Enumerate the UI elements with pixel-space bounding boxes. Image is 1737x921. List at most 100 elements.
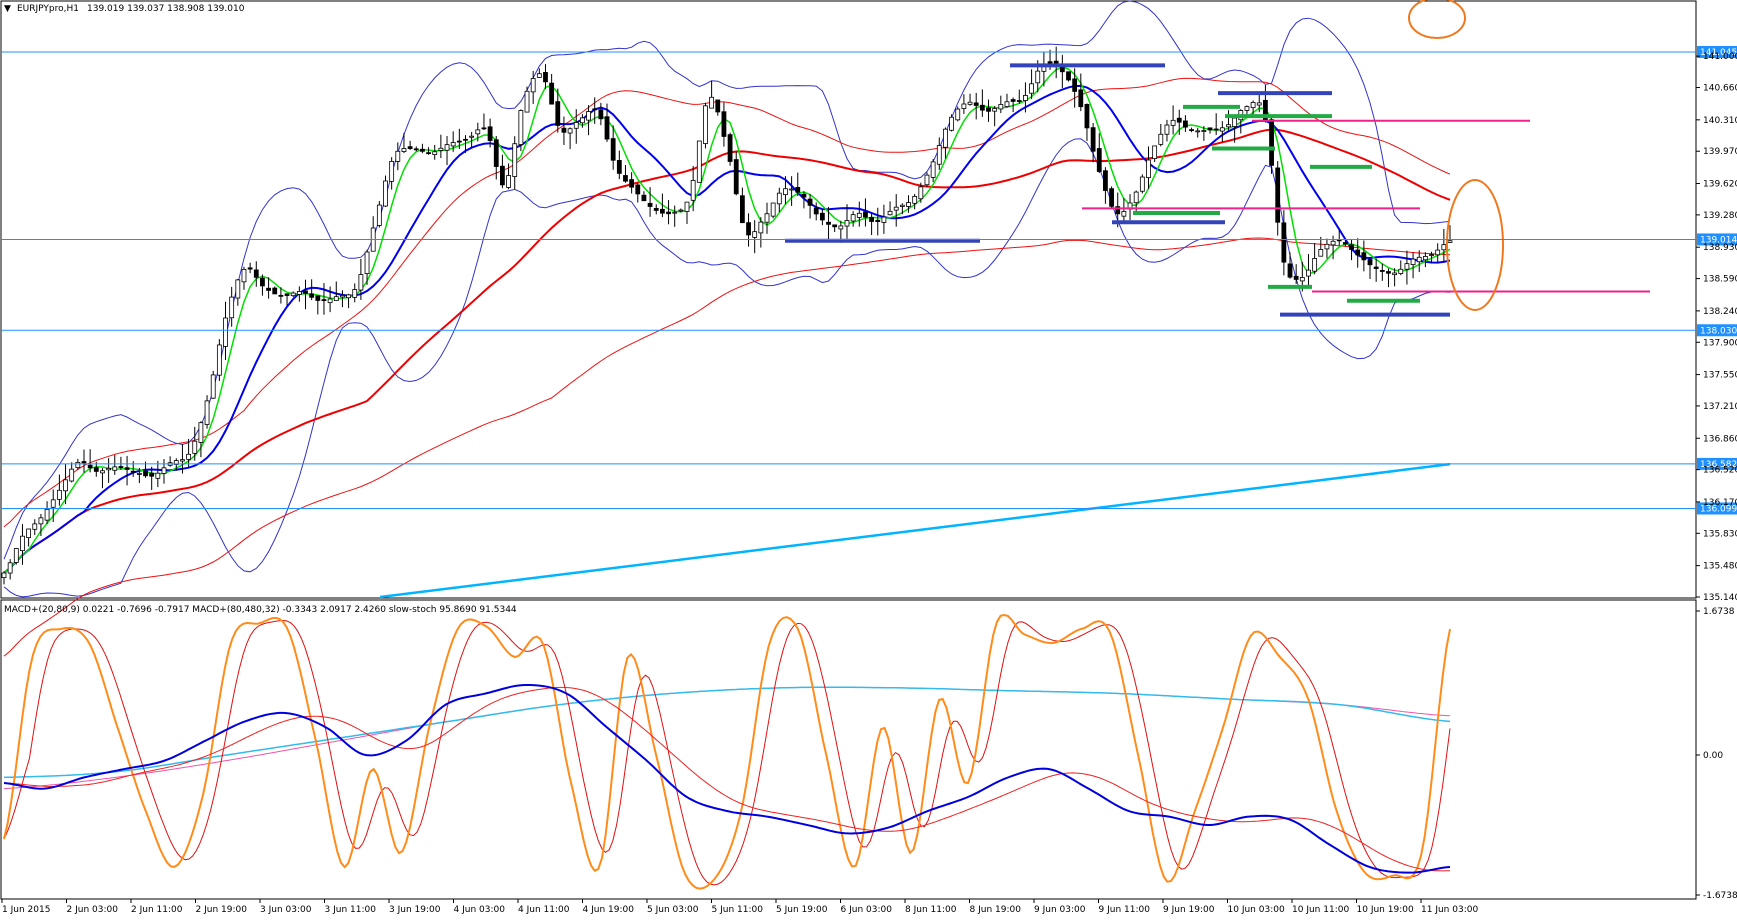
candle-body: [647, 202, 653, 207]
candle-body: [1004, 101, 1010, 107]
candle-body: [1269, 119, 1274, 166]
price-tag-label: 139.014: [1700, 235, 1737, 245]
candle-body: [118, 466, 124, 468]
candle-body: [1115, 206, 1121, 215]
candle-body: [432, 151, 438, 155]
price-tag-label: 138.030: [1700, 326, 1737, 336]
candle-body: [1096, 148, 1102, 172]
candle-body: [1016, 100, 1022, 102]
x-tick-label: 9 Jun 19:00: [1163, 905, 1215, 915]
candle-body: [1195, 130, 1201, 133]
candle-body: [376, 204, 382, 226]
candle-body: [296, 291, 302, 295]
candle-body: [524, 90, 530, 113]
price-tag: [1697, 502, 1737, 515]
candle-body: [1256, 102, 1262, 106]
axes: 141.000 140.660 140.310 139.970 139.620 139.2…: [1, 52, 1737, 915]
price-tag: [1697, 457, 1737, 470]
candle-body: [703, 105, 708, 144]
candle-body: [389, 160, 395, 182]
candle-body: [973, 102, 979, 106]
candle-body: [407, 146, 413, 149]
candle-body: [1010, 99, 1016, 102]
x-tick-label: 3 Jun 03:00: [260, 905, 312, 915]
macd-fast-line: [3, 684, 1451, 874]
candle-body: [1379, 270, 1385, 272]
candle-body: [1207, 127, 1213, 131]
ma-long: [379, 462, 1451, 599]
candle-body: [672, 211, 678, 214]
candle-body: [1047, 61, 1053, 64]
candle-body: [1435, 249, 1441, 256]
candle-body: [789, 188, 795, 191]
candle-body: [776, 192, 782, 205]
price-panel-frame: [0, 0, 1697, 599]
candle-body: [38, 517, 44, 525]
candle-body: [1447, 240, 1453, 243]
candle-body: [1392, 272, 1398, 276]
y-tick-label: 137.550: [1703, 371, 1737, 381]
candle-body: [1176, 117, 1182, 123]
candle-body: [912, 196, 918, 204]
candle-body: [746, 222, 751, 236]
x-tick-label: 2 Jun 11:00: [131, 905, 183, 915]
candle-body: [469, 135, 475, 138]
candle-body: [1404, 263, 1410, 270]
x-tick-label: 8 Jun 11:00: [905, 905, 957, 915]
candle-body: [592, 108, 598, 111]
candle-body: [340, 295, 345, 298]
candle-body: [850, 214, 856, 222]
candle-body: [881, 216, 887, 223]
candle-body: [783, 188, 788, 196]
candle-body: [1386, 271, 1391, 274]
price-tag: [1697, 45, 1737, 58]
price-tag: [1697, 233, 1737, 246]
candle-body: [1072, 78, 1078, 92]
candle-body: [1306, 269, 1311, 277]
candle-body: [893, 206, 899, 211]
candle-body: [653, 207, 659, 211]
candle-body: [143, 470, 148, 477]
candle-body: [180, 459, 185, 462]
candle-body: [536, 73, 542, 78]
x-tick-label: 10 Jun 19:00: [1357, 905, 1414, 915]
candle-body: [727, 134, 733, 162]
candle-body: [1103, 170, 1108, 191]
candle-body: [186, 453, 191, 460]
x-tick-label: 3 Jun 19:00: [389, 905, 441, 915]
macd-slow-line: [3, 686, 1451, 779]
y-tick-label: 135.830: [1703, 529, 1737, 539]
candle-body: [758, 221, 764, 234]
y-tick-label: 140.310: [1703, 116, 1737, 126]
dropdown-arrow-icon[interactable]: ▼: [4, 4, 11, 14]
candle-body: [598, 109, 604, 120]
candle-body: [81, 461, 87, 464]
candle-body: [795, 187, 801, 193]
candle-body: [1219, 127, 1225, 132]
candle-body: [721, 111, 727, 137]
candle-body: [955, 108, 961, 121]
candle-body: [278, 294, 284, 297]
x-tick-label: 9 Jun 03:00: [1034, 905, 1086, 915]
y-tick-label: 138.590: [1703, 275, 1737, 285]
candle-body: [586, 111, 591, 121]
candle-body: [1232, 117, 1238, 127]
candle-body: [512, 143, 518, 177]
x-tick-label: 11 Jun 03:00: [1421, 905, 1478, 915]
candle-body: [56, 489, 62, 500]
y-tick-label: 140.660: [1703, 84, 1737, 94]
candle-body: [32, 523, 38, 530]
candle-body: [979, 104, 985, 111]
candle-body: [1084, 104, 1090, 129]
candle-body: [555, 101, 561, 126]
candle-body: [229, 296, 235, 319]
drawn-ellipse-right: [1446, 179, 1504, 311]
candle-body: [401, 148, 407, 153]
candle-body: [813, 207, 819, 215]
candle-body: [869, 217, 874, 222]
candle-body: [1429, 254, 1434, 256]
candle-body: [481, 127, 487, 130]
candle-body: [1139, 176, 1145, 192]
